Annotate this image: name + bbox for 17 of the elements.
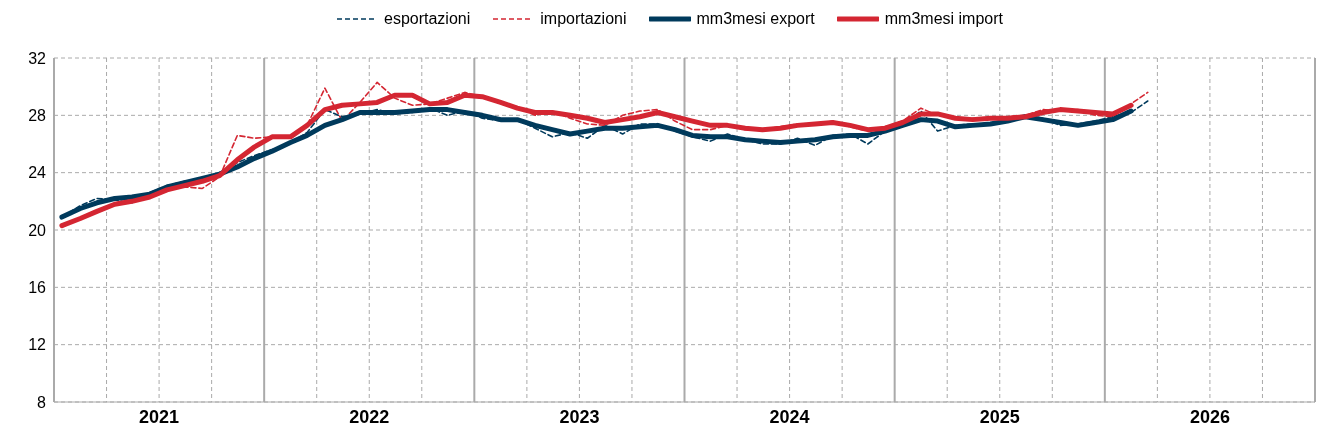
x-tick-label: 2023: [559, 406, 600, 427]
x-tick-label: 2021: [139, 406, 180, 427]
y-tick-label: 20: [28, 221, 47, 239]
y-tick-label: 8: [37, 393, 47, 411]
y-tick-label: 32: [28, 49, 47, 67]
legend-label: mm3mesi export: [696, 10, 815, 28]
x-tick-label: 2025: [979, 406, 1020, 427]
legend-label: importazioni: [540, 10, 627, 28]
x-tick-label: 2024: [769, 406, 810, 427]
y-tick-label: 28: [28, 107, 47, 125]
x-tick-label: 2026: [1189, 406, 1230, 427]
legend-label: mm3mesi import: [884, 10, 1004, 28]
x-tick-label: 2022: [349, 406, 390, 427]
y-tick-label: 12: [28, 336, 47, 354]
y-tick-label: 24: [28, 164, 47, 182]
y-tick-label: 16: [28, 279, 47, 297]
legend-label: esportazioni: [383, 10, 471, 28]
